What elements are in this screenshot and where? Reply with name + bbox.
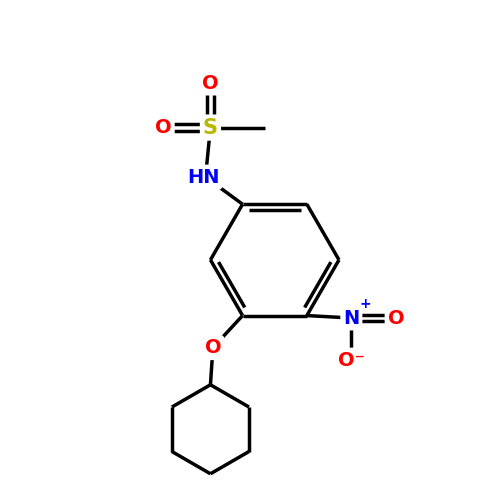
Text: S: S xyxy=(203,118,218,138)
Text: +: + xyxy=(360,297,371,311)
Text: O: O xyxy=(204,338,221,357)
Text: O: O xyxy=(155,118,172,137)
Text: O⁻: O⁻ xyxy=(338,350,364,370)
Text: O: O xyxy=(388,308,404,328)
Text: N: N xyxy=(343,308,359,328)
Text: HN: HN xyxy=(187,168,220,186)
Text: O: O xyxy=(202,74,219,92)
